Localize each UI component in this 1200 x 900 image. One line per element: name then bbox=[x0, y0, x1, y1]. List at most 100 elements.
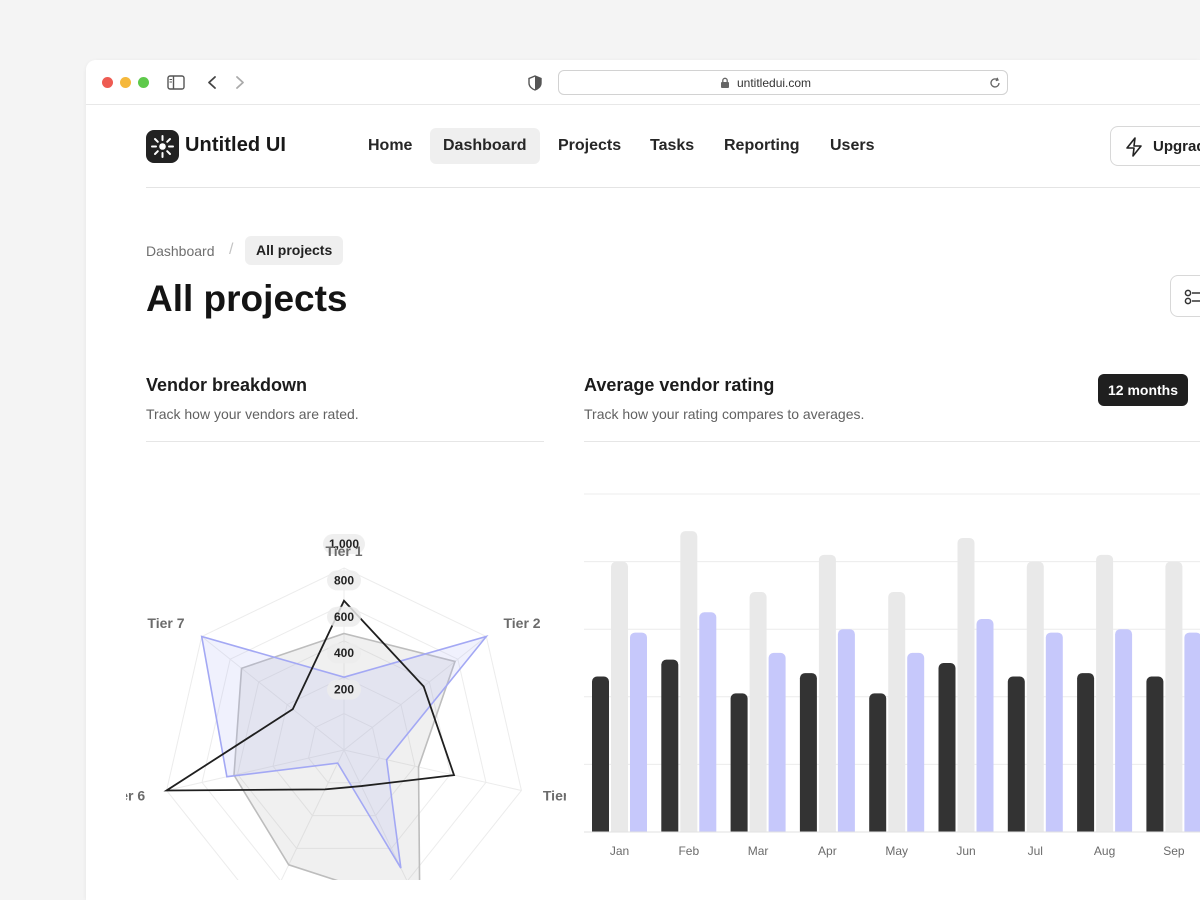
bar-aug-series-1 bbox=[1077, 673, 1095, 838]
radar-spoke bbox=[343, 749, 522, 791]
radar-spoke bbox=[343, 749, 408, 880]
brand-name: Untitled UI bbox=[185, 134, 287, 156]
nav-projects[interactable]: Projects bbox=[558, 137, 622, 154]
bar-jul-series-3 bbox=[1045, 632, 1063, 838]
vendor-rating-subtitle: Track how your rating compares to averag… bbox=[584, 406, 865, 422]
radar-tick-label: 200 bbox=[334, 683, 354, 697]
vendor-rating-divider bbox=[584, 441, 1200, 442]
breadcrumb-dashboard[interactable]: Dashboard bbox=[146, 243, 215, 259]
radar-tick-label: 400 bbox=[334, 646, 354, 660]
filter-button[interactable] bbox=[1170, 275, 1200, 317]
tab-12-months[interactable]: 12 months bbox=[1098, 374, 1188, 406]
bar-mar-series-1 bbox=[730, 693, 748, 838]
bar-month-label: Jun bbox=[956, 844, 975, 858]
radar-axis-label: Tier 7 bbox=[147, 615, 184, 631]
bar-month-label: Jan bbox=[610, 844, 629, 858]
logo-icon bbox=[151, 135, 174, 158]
bar-jun-series-3 bbox=[976, 619, 994, 838]
nav-divider bbox=[146, 187, 1200, 188]
bar-may-series-1 bbox=[869, 693, 887, 838]
forward-icon[interactable] bbox=[234, 75, 246, 90]
radar-spoke bbox=[280, 749, 345, 880]
radar-grid-ring bbox=[201, 603, 487, 880]
radar-series-1 bbox=[163, 599, 456, 792]
radar-spoke bbox=[343, 636, 487, 751]
radar-axis-label: Tier 1 bbox=[325, 543, 362, 559]
bar-jul-series-1 bbox=[1007, 676, 1025, 838]
bar-aug-series-3 bbox=[1115, 629, 1133, 838]
radar-axis-label: Tier 2 bbox=[503, 615, 540, 631]
minimize-window-button[interactable] bbox=[120, 77, 131, 88]
radar-grid-ring bbox=[307, 713, 381, 784]
sidebar-toggle-icon[interactable] bbox=[167, 75, 185, 90]
radar-spoke bbox=[201, 636, 345, 751]
bar-sep-series-3 bbox=[1184, 632, 1200, 838]
vendor-breakdown-subtitle: Track how your vendors are rated. bbox=[146, 406, 359, 422]
bar-month-label: Jul bbox=[1028, 844, 1043, 858]
radar-tick-pill bbox=[327, 679, 361, 700]
radar-grid-ring bbox=[236, 640, 452, 849]
filter-icon bbox=[1184, 289, 1200, 305]
brand-logo[interactable] bbox=[146, 130, 179, 163]
nav-home[interactable]: Home bbox=[368, 137, 413, 154]
bar-aug-series-2 bbox=[1096, 554, 1114, 838]
browser-toolbar: untitledui.com bbox=[86, 60, 1200, 105]
bar-chart: Jan Feb Mar Apr May Jun Jul Aug Sep bbox=[584, 493, 1200, 858]
radar-tick-label: 800 bbox=[334, 573, 354, 587]
radar-tick-pill bbox=[327, 643, 361, 664]
bar-may-series-2 bbox=[888, 592, 906, 838]
bar-apr-series-3 bbox=[837, 629, 855, 838]
browser-window: untitledui.com bbox=[86, 60, 1200, 900]
vendor-breakdown-title: Vendor breakdown bbox=[146, 375, 308, 395]
nav-dashboard[interactable]: Dashboard bbox=[430, 128, 540, 164]
back-icon[interactable] bbox=[206, 75, 218, 90]
bar-jan-series-3 bbox=[630, 632, 647, 838]
vendor-breakdown-divider bbox=[146, 441, 544, 442]
address-bar[interactable]: untitledui.com bbox=[558, 70, 1008, 95]
bar-month-label: Sep bbox=[1163, 844, 1185, 858]
upgrade-button[interactable]: Upgrad bbox=[1110, 126, 1200, 166]
nav-tasks[interactable]: Tasks bbox=[650, 137, 695, 154]
bar-jun-series-1 bbox=[938, 663, 956, 838]
bar-apr-series-1 bbox=[799, 673, 817, 838]
bar-jan-series-2 bbox=[611, 561, 628, 838]
maximize-window-button[interactable] bbox=[138, 77, 149, 88]
bar-feb-series-3 bbox=[699, 612, 717, 838]
radar-tick-pill bbox=[327, 606, 361, 627]
radar-tick-label: 1,000 bbox=[329, 537, 359, 551]
radar-tick-label: 600 bbox=[334, 610, 354, 624]
bar-mar-series-2 bbox=[749, 592, 767, 838]
radar-series-2 bbox=[200, 635, 489, 869]
bar-month-label: May bbox=[885, 844, 908, 858]
radar-tick-pill bbox=[323, 534, 365, 554]
bar-jan-series-1 bbox=[592, 676, 609, 838]
bar-month-label: Apr bbox=[818, 844, 837, 858]
breadcrumb-separator: / bbox=[229, 241, 234, 258]
bar-may-series-3 bbox=[907, 652, 925, 838]
bar-apr-series-2 bbox=[818, 554, 836, 838]
bar-month-label: Feb bbox=[678, 844, 699, 858]
radar-tick-pill bbox=[327, 570, 361, 591]
breadcrumb-current[interactable]: All projects bbox=[245, 236, 344, 265]
close-window-button[interactable] bbox=[102, 77, 113, 88]
upgrade-label: Upgrad bbox=[1153, 138, 1200, 155]
bar-month-label: Aug bbox=[1094, 844, 1115, 858]
reload-icon[interactable] bbox=[989, 77, 1001, 89]
shield-icon[interactable] bbox=[528, 75, 542, 91]
radar-axis-label: Tier 6 bbox=[126, 787, 145, 803]
nav-reporting[interactable]: Reporting bbox=[724, 137, 800, 154]
bar-baseline-mask bbox=[584, 832, 1200, 842]
radar-grid-ring bbox=[166, 567, 522, 880]
bar-sep-series-1 bbox=[1146, 676, 1164, 838]
bar-jun-series-2 bbox=[957, 537, 975, 838]
radar-axis-label: Tier 3 bbox=[543, 787, 566, 803]
page-title: All projects bbox=[146, 278, 348, 319]
bar-month-label: Mar bbox=[748, 844, 769, 858]
lock-icon bbox=[721, 77, 729, 88]
bar-feb-series-2 bbox=[680, 531, 698, 838]
vendor-rating-title: Average vendor rating bbox=[584, 375, 775, 395]
nav-users[interactable]: Users bbox=[830, 137, 875, 154]
radar-series-3 bbox=[233, 632, 457, 880]
url-text: untitledui.com bbox=[737, 76, 812, 90]
